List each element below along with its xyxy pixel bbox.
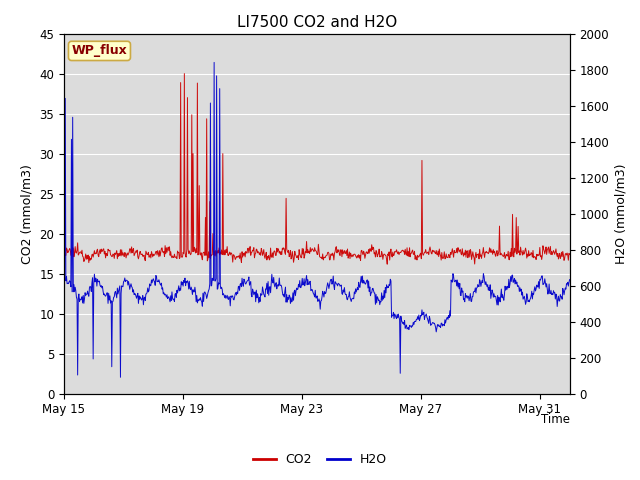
- Text: WP_flux: WP_flux: [72, 44, 127, 58]
- X-axis label: Time: Time: [541, 413, 570, 426]
- Y-axis label: H2O (mmol/m3): H2O (mmol/m3): [614, 163, 628, 264]
- Title: LI7500 CO2 and H2O: LI7500 CO2 and H2O: [237, 15, 397, 30]
- Y-axis label: CO2 (mmol/m3): CO2 (mmol/m3): [21, 164, 34, 264]
- Legend: CO2, H2O: CO2, H2O: [248, 448, 392, 471]
